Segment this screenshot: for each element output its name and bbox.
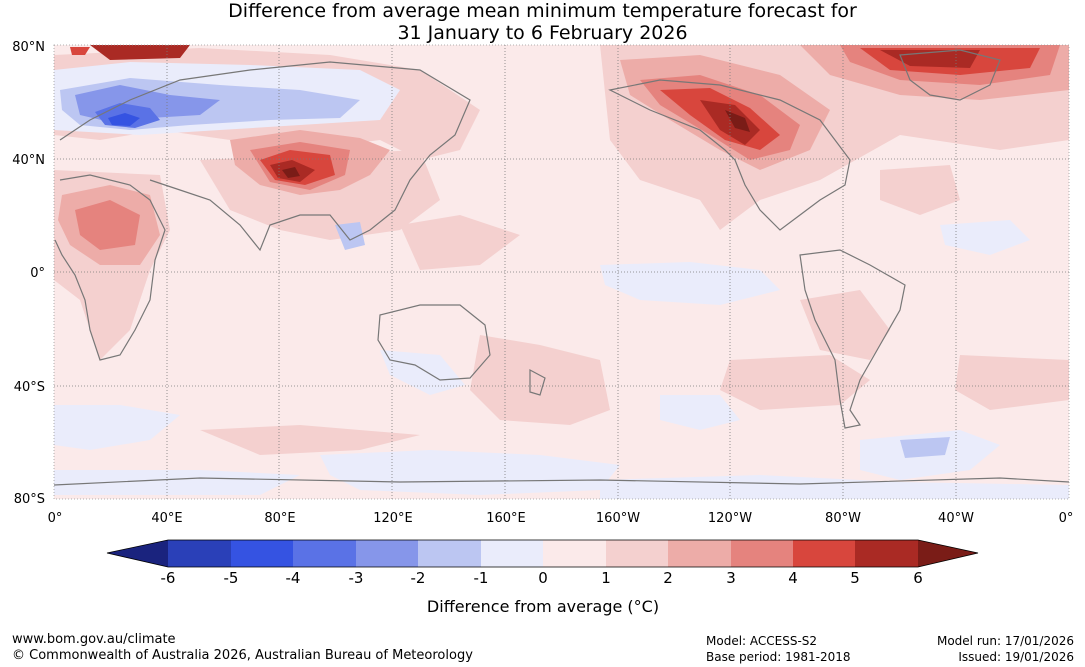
lat-label: 40°N xyxy=(12,153,45,168)
coastline-new-zealand xyxy=(529,369,546,396)
colorbar-segment xyxy=(855,540,918,567)
lon-label: 40°E xyxy=(151,511,182,526)
anomaly-region xyxy=(75,200,140,250)
anomaly-region xyxy=(70,47,90,55)
colorbar-tick: 2 xyxy=(663,569,673,587)
lat-label: 0° xyxy=(30,266,45,281)
colorbar-tick: -2 xyxy=(411,569,426,587)
colorbar-tick: 5 xyxy=(850,569,860,587)
coastline-eurasia xyxy=(59,61,471,252)
lon-label: 0° xyxy=(1059,511,1074,526)
footer-model-run: Model run: 17/01/2026 xyxy=(936,634,1074,648)
lon-label: 160°W xyxy=(596,511,640,526)
anomaly-region xyxy=(108,113,140,126)
footer-model: Model: ACCESS-S2 xyxy=(706,634,818,648)
colorbar-ticks: -6 -5 -4 -3 -2 -1 0 1 2 3 4 5 6 xyxy=(161,569,923,587)
anomaly-region xyxy=(600,262,780,305)
lon-label: 0° xyxy=(48,511,63,526)
colorbar-tick: -3 xyxy=(349,569,364,587)
coastlines xyxy=(54,49,1069,486)
map-title-line2: 31 January to 6 February 2026 xyxy=(397,22,688,44)
lon-label: 120°W xyxy=(708,511,752,526)
anomaly-region xyxy=(54,470,300,495)
footer-url: www.bom.gov.au/climate xyxy=(12,632,176,647)
lat-label: 40°S xyxy=(14,380,45,395)
colorbar-high-arrow xyxy=(918,540,978,567)
anomaly-region xyxy=(880,165,960,215)
colorbar xyxy=(106,539,979,568)
footer-copyright: © Commonwealth of Australia 2026, Austra… xyxy=(12,648,473,663)
colorbar-tick: 0 xyxy=(538,569,548,587)
colorbar-segment xyxy=(231,540,293,567)
anomaly-region xyxy=(600,475,1069,499)
colorbar-tick: 6 xyxy=(913,569,923,587)
coastline-north-america xyxy=(608,79,851,231)
colorbar-segment xyxy=(606,540,668,567)
anomaly-region xyxy=(800,290,890,360)
coastline-australia xyxy=(377,304,491,381)
colorbar-tick: -6 xyxy=(161,569,176,587)
longitude-labels: 0° 40°E 80°E 120°E 160°E 160°W 120°W 80°… xyxy=(48,511,1074,526)
colorbar-segment xyxy=(543,540,606,567)
colorbar-label: Difference from average (°C) xyxy=(427,597,659,616)
anomaly-region xyxy=(400,215,520,270)
anomaly-region xyxy=(900,437,950,458)
anomaly-region xyxy=(282,167,300,178)
lon-label: 160°E xyxy=(486,511,526,526)
colorbar-segment xyxy=(668,540,731,567)
anomaly-region xyxy=(660,395,740,430)
lon-label: 80°E xyxy=(264,511,295,526)
colorbar-tick: -1 xyxy=(474,569,489,587)
lon-label: 120°E xyxy=(373,511,413,526)
map-frame xyxy=(53,44,1070,500)
anomaly-region xyxy=(940,220,1030,255)
lon-label: 40°W xyxy=(938,511,974,526)
anomaly-region xyxy=(700,100,760,145)
anomaly-region xyxy=(725,110,750,132)
colorbar-segment xyxy=(356,540,418,567)
coastline-africa xyxy=(54,174,166,361)
lat-label: 80°S xyxy=(14,492,45,507)
coastline-antarctica xyxy=(54,477,1069,486)
footer-issued: Issued: 19/01/2026 xyxy=(958,650,1074,664)
footer-base-period: Base period: 1981-2018 xyxy=(706,650,851,664)
coastline-south-america xyxy=(799,249,906,429)
anomaly-region xyxy=(335,222,365,250)
colorbar-segment xyxy=(418,540,481,567)
colorbar-tick: 3 xyxy=(726,569,736,587)
anomaly-region xyxy=(955,355,1069,410)
coastline-greenland xyxy=(899,49,1001,101)
colorbar-segment xyxy=(731,540,793,567)
colorbar-segment xyxy=(293,540,356,567)
graticule xyxy=(54,45,1069,499)
colorbar-tick: 1 xyxy=(601,569,611,587)
anomaly-region xyxy=(720,355,870,410)
colorbar-segment xyxy=(793,540,855,567)
colorbar-tick: -5 xyxy=(224,569,239,587)
colorbar-segment xyxy=(481,540,543,567)
colorbar-tick: -4 xyxy=(286,569,301,587)
anomaly-region xyxy=(200,425,420,455)
anomaly-region xyxy=(320,450,620,495)
colorbar-segment xyxy=(168,540,231,567)
lat-label: 80°N xyxy=(12,40,45,55)
latitude-labels: 80°N 40°N 0° 40°S 80°S xyxy=(12,40,45,507)
anomaly-region xyxy=(90,45,190,60)
anomaly-field xyxy=(54,45,1069,499)
anomaly-region xyxy=(54,405,180,450)
lon-label: 80°W xyxy=(825,511,861,526)
anomaly-region xyxy=(380,350,465,395)
colorbar-low-arrow xyxy=(107,540,168,567)
colorbar-tick: 4 xyxy=(788,569,798,587)
map-title-line1: Difference from average mean minimum tem… xyxy=(228,0,857,22)
